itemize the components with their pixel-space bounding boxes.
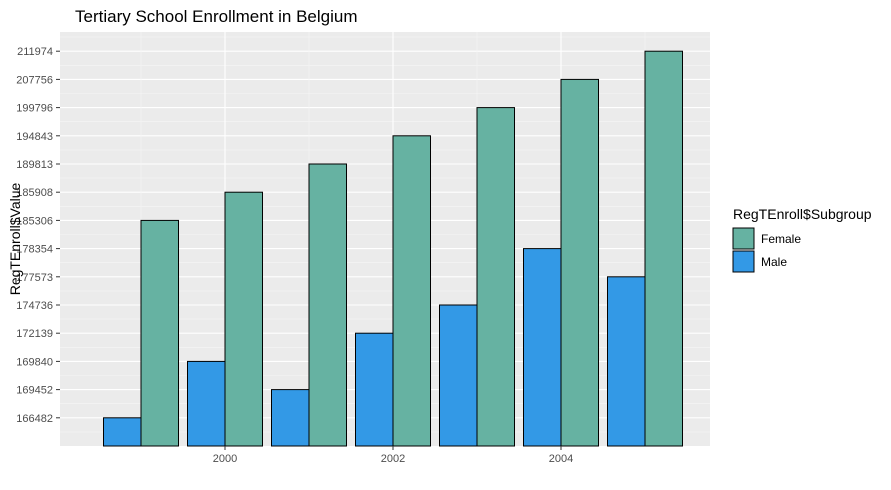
bar-female-2002 — [392, 135, 431, 447]
legend-key-female — [732, 227, 755, 250]
y-tick-label: 185306 — [16, 215, 53, 227]
y-tick-label: 172139 — [16, 328, 53, 340]
bar-female-1999 — [140, 219, 179, 447]
bar-male-1999 — [103, 417, 142, 447]
bar-female-2003 — [476, 107, 515, 447]
y-tick-label: 174736 — [16, 300, 53, 312]
bar-male-2004 — [523, 248, 562, 447]
legend: RegTEnroll$Subgroup Female Male — [732, 206, 872, 273]
x-tick-label: 2002 — [381, 453, 405, 465]
x-axis: 2000 2002 2004 — [213, 446, 573, 465]
y-tick-label: 194843 — [16, 131, 53, 143]
y-tick-label: 169840 — [16, 356, 53, 368]
bar-male-2002 — [355, 332, 394, 447]
y-axis: 166482 169452 169840 172139 174736 177573 1783… — [16, 46, 60, 425]
y-tick-label: 211974 — [17, 46, 53, 58]
chart-title: Tertiary School Enrollment in Belgium — [75, 7, 358, 26]
y-tick-label: 178354 — [16, 244, 53, 256]
bar-male-2005 — [607, 276, 646, 447]
legend-label-male: Male — [761, 255, 787, 269]
bar-female-2004 — [560, 78, 599, 447]
bar-male-2000 — [187, 360, 226, 447]
legend-label-female: Female — [761, 232, 801, 246]
legend-key-male — [732, 250, 755, 273]
y-tick-label: 185908 — [16, 187, 53, 199]
y-tick-label: 177573 — [16, 272, 53, 284]
y-axis-title: RegTEnroll$Value — [7, 183, 23, 296]
y-tick-label: 189813 — [16, 159, 53, 171]
bar-female-2005 — [644, 50, 683, 447]
x-tick-label: 2004 — [549, 453, 573, 465]
bar-male-2003 — [439, 304, 478, 447]
y-tick-label: 169452 — [16, 385, 53, 397]
bars — [103, 50, 683, 447]
bar-female-2000 — [224, 191, 263, 447]
x-tick-label: 2000 — [213, 453, 237, 465]
legend-title: RegTEnroll$Subgroup — [733, 206, 872, 222]
y-tick-label: 207756 — [16, 74, 53, 86]
y-tick-label: 166482 — [16, 413, 53, 425]
y-tick-label: 199796 — [16, 103, 53, 115]
bar-female-2001 — [308, 163, 347, 447]
bar-male-2001 — [271, 389, 310, 447]
